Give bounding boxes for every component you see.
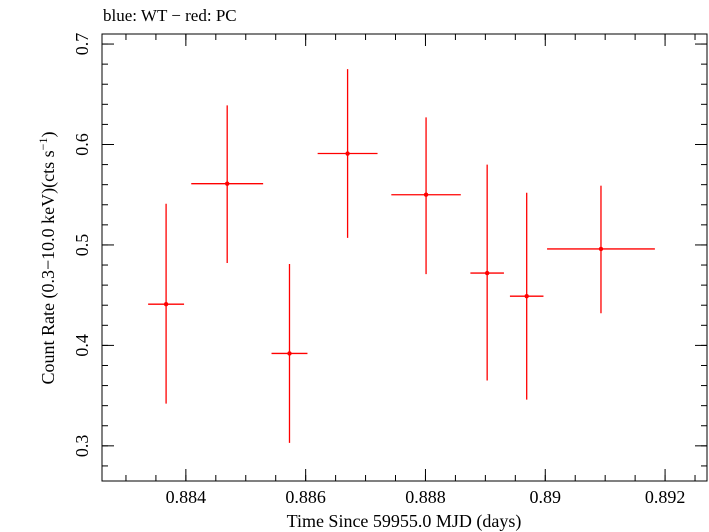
x-tick-label: 0.884: [166, 487, 207, 507]
data-point: [271, 264, 308, 443]
x-tick-label: 0.89: [530, 487, 562, 507]
y-tick-label: 0.4: [72, 334, 92, 357]
y-tick-label: 0.6: [72, 133, 92, 156]
y-axis-title: Count Rate (0.3−10.0 keV)(cts s−1): [36, 132, 59, 385]
x-axis: 0.884 0.886 0.888 0.89 0.892: [125, 34, 696, 507]
point-marker: [598, 246, 604, 252]
y-axis-title-main: Count Rate (0.3−10.0 keV)(cts s: [38, 150, 59, 384]
point-marker: [524, 293, 529, 299]
chart-title: blue: WT − red: PC: [103, 6, 237, 25]
x-axis-title: Time Since 59955.0 MJD (days): [287, 511, 522, 532]
data-point: [317, 69, 378, 238]
x-tick-label: 0.886: [285, 487, 326, 507]
point-marker: [224, 181, 230, 186]
data-point: [148, 203, 185, 404]
point-marker: [423, 192, 429, 197]
data-point: [547, 185, 655, 314]
point-marker: [345, 151, 350, 156]
y-axis-title-end: ): [38, 132, 59, 138]
x-tick-label: 0.892: [645, 487, 686, 507]
y-axis-title-superscript: −1: [36, 138, 50, 151]
x-tick-label: 0.888: [405, 487, 446, 507]
point-marker: [287, 351, 292, 356]
y-axis: 0.3 0.4 0.5 0.6 0.7: [72, 33, 707, 467]
y-tick-label: 0.5: [72, 234, 92, 257]
data-point: [470, 164, 504, 381]
plot-frame: [101, 33, 708, 482]
y-tick-label: 0.3: [72, 435, 92, 458]
data-point: [391, 117, 461, 275]
data-point: [509, 192, 544, 400]
data-point: [191, 105, 264, 264]
point-marker: [163, 302, 169, 307]
y-tick-label: 0.7: [72, 33, 92, 56]
point-marker: [484, 270, 490, 276]
data-series: [148, 69, 655, 443]
